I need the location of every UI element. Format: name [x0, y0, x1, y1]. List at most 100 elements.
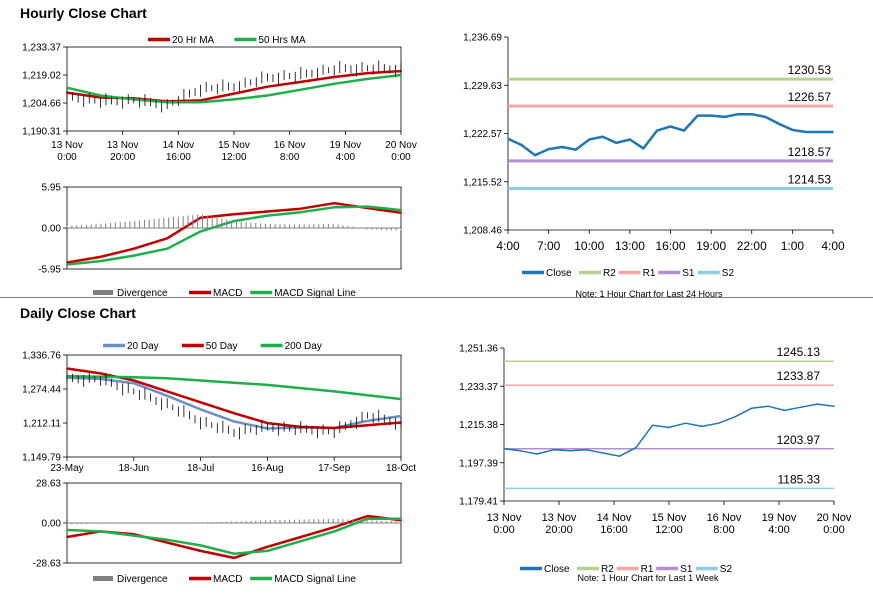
daily-ma-series-point [199, 379, 202, 382]
hourly-ma-series-point [366, 78, 369, 80]
hourly-ma-series-point [66, 86, 68, 89]
daily-pivot-y-label: 1,215.38 [459, 420, 498, 431]
hourly-pivot-close-point [561, 146, 563, 148]
hourly-macd-series-point [199, 216, 202, 219]
hourly-pivot-x-label: 4:00 [821, 239, 845, 253]
daily-macd-y-label: 28.63 [36, 479, 61, 490]
daily-pivot-close-point [585, 448, 588, 451]
daily-ma-series-point [233, 381, 235, 384]
daily-pivot-close-point [668, 426, 670, 429]
hourly-macd-series-point [66, 261, 68, 264]
hourly-pivot-y-label: 1,229.63 [463, 81, 502, 92]
daily-pivot-note: Note: 1 Hour Chart for Last 1 Week [578, 573, 719, 583]
daily-pivot-close-point [833, 405, 835, 407]
hourly-pivot-close-point [534, 154, 536, 157]
daily-pivot-close-point [519, 450, 522, 452]
hourly-pivot-close-point [764, 116, 767, 118]
hourly-price-x-label: 15 Nov [218, 140, 250, 151]
daily-ma-series-point [99, 372, 102, 375]
hourly-pivot-note: Note: 1 Hour Chart for Last 24 Hours [575, 289, 723, 299]
daily-macd-series-point [333, 530, 336, 533]
hourly-level-label: 1230.53 [788, 63, 832, 77]
hourly-price-x-label: 12:00 [221, 152, 246, 163]
daily-ma-series-point [266, 384, 269, 386]
hourly-pivot-close-point [791, 129, 794, 131]
daily-ma-series-point [133, 379, 135, 382]
hourly-pivot-legend-label: R1 [643, 268, 656, 279]
daily-macd-y-label: 0.00 [42, 519, 62, 530]
daily-macd-series-point [233, 557, 235, 559]
hourly-macd-y-label: 5.95 [42, 183, 62, 194]
hourly-ma-series-point [333, 83, 336, 85]
daily-pivot-close-point [635, 446, 637, 449]
daily-price-x-label: 17-Sep [318, 463, 351, 474]
daily-price-plot-area [66, 354, 402, 458]
hourly-ma-series-point [266, 85, 269, 88]
daily-pivot-y-label: 1,197.39 [459, 458, 498, 469]
daily-price-x-label: 18-Oct [386, 463, 416, 474]
daily-price-y-label: 1,336.76 [22, 351, 61, 362]
daily-ma-series-point [133, 376, 135, 379]
hourly-pivot-x-label: 10:00 [574, 239, 604, 253]
daily-ma-series-point [300, 387, 302, 389]
hourly-macd-series-point [99, 256, 102, 258]
daily-ma-series-point [66, 367, 68, 370]
hourly-pivot-close-point [507, 137, 509, 140]
daily-ma-series-point [233, 412, 235, 415]
hourly-pivot-close-point [683, 129, 685, 132]
hourly-pivot-legend-label: S2 [722, 268, 735, 279]
hourly-ma-series-point [99, 94, 102, 97]
hourly-ma-series-point [199, 101, 202, 104]
hourly-pivot-x-label: 4:00 [496, 239, 520, 253]
hourly-ma-series-point [333, 76, 336, 78]
hourly-price-x-label: 13 Nov [107, 140, 139, 151]
daily-pivot-close-point [734, 416, 736, 418]
hourly-pivot-legend-label: R2 [603, 268, 616, 279]
daily-pivot-y-label: 1,251.36 [459, 344, 498, 355]
hourly-pivot-x-label: 22:00 [737, 239, 767, 253]
daily-ma-series-point [366, 424, 369, 427]
hourly-pivot-close-point [656, 129, 658, 132]
hourly-ma-series-point [199, 99, 202, 102]
hourly-price-y-label: 1,233.37 [22, 43, 61, 54]
hourly-pivot-close-point [520, 144, 523, 146]
daily-price-y-label: 1,274.44 [22, 385, 61, 396]
hourly-ma-series-point [266, 94, 269, 97]
hourly-pivot-x-label: 16:00 [655, 239, 685, 253]
daily-macd-series-point [133, 534, 135, 537]
hourly-macd-series-point [300, 207, 302, 210]
daily-macd-series-point [366, 518, 369, 520]
hourly-ma-series-point [233, 92, 235, 95]
hourly-price-x-label: 19 Nov [329, 140, 361, 151]
hourly-price-x-label: 20 Nov [385, 140, 417, 151]
daily-macd-series-point [266, 550, 269, 552]
hourly-price-x-label: 14 Nov [162, 140, 194, 151]
daily-ma-series-point [366, 394, 369, 397]
daily-price-legend-label: 200 Day [285, 341, 322, 352]
daily-pivot-legend-label: S1 [680, 564, 693, 575]
hourly-macd-series-point [333, 202, 336, 204]
hourly-pivot-close-point [818, 131, 821, 133]
daily-price-x-label: 23-May [50, 463, 83, 474]
daily-pivot-close-point [503, 447, 505, 450]
hourly-macd-series-point [266, 214, 269, 217]
daily-pivot-close-point [701, 425, 703, 428]
daily-price-legend-label: 20 Day [127, 341, 159, 352]
daily-price-y-label: 1,212.11 [23, 419, 62, 430]
hourly-macd-y-label: 0.00 [42, 224, 62, 235]
daily-macd-series [66, 517, 401, 555]
hourly-macd-series-point [66, 263, 68, 266]
daily-ma-series-point [400, 415, 402, 417]
hourly-price-x-label: 0:00 [57, 152, 77, 163]
hourly-pivot-legend-label: S1 [682, 268, 695, 279]
hourly-pivot-close-point [588, 138, 591, 141]
daily-pivot-close-point [767, 405, 769, 407]
daily-price-x-label: 16-Aug [251, 463, 283, 474]
hourly-pivot-close-point [805, 131, 807, 133]
daily-ma-series-point [166, 377, 168, 380]
hourly-macd-series-point [99, 260, 102, 262]
daily-macd-series-point [99, 530, 102, 533]
daily-pivot-close-point [552, 448, 555, 451]
daily-pivot-y-label: 1,179.41 [459, 497, 498, 508]
daily-ma-series-point [199, 408, 202, 411]
